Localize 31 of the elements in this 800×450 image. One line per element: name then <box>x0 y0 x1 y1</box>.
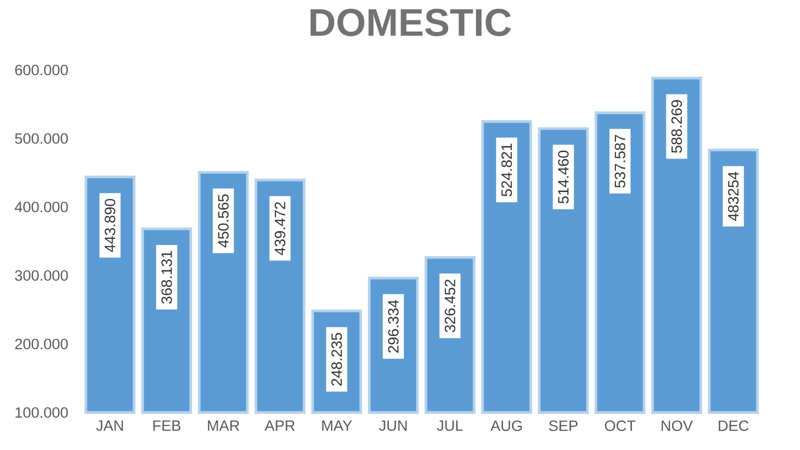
data-label: 443.890 <box>104 198 116 252</box>
data-label: 248.235 <box>331 333 342 386</box>
x-tick-label: MAY <box>322 420 352 431</box>
y-tick-label: 600.000 <box>15 64 68 76</box>
y-tick-label: 100.000 <box>16 407 68 418</box>
x-tick-label: MAR <box>208 420 240 431</box>
x-tick-label: APR <box>264 420 295 431</box>
chart-title: DOMESTIC <box>310 8 511 36</box>
y-tick-label: 300.000 <box>15 270 68 281</box>
data-label: 450.565 <box>218 194 229 248</box>
x-tick-label: JAN <box>96 420 123 431</box>
data-label: 326.452 <box>444 280 456 332</box>
x-tick-label: JUN <box>379 420 407 431</box>
data-label: 588.269 <box>671 100 682 153</box>
y-tick-label: 400.000 <box>14 202 68 212</box>
data-label: 439.472 <box>274 202 286 256</box>
data-label: 368.131 <box>161 251 172 304</box>
x-tick-label: SEP <box>549 420 578 432</box>
data-label: 537.587 <box>614 134 626 188</box>
data-label: 483254 <box>728 172 739 221</box>
x-tick-label: FEB <box>153 420 180 431</box>
data-label: 296.334 <box>388 300 399 353</box>
y-tick-label: 200.000 <box>15 338 68 350</box>
x-tick-label: OCT <box>604 420 636 432</box>
x-tick-label: JUL <box>436 420 463 431</box>
data-label: 514.460 <box>558 150 569 204</box>
data-label: 524.821 <box>501 144 512 196</box>
x-tick-label: AUG <box>490 420 522 432</box>
y-tick-label: 500.000 <box>15 133 68 144</box>
x-tick-label: DEC <box>718 420 749 432</box>
x-tick-label: NOV <box>662 420 693 432</box>
